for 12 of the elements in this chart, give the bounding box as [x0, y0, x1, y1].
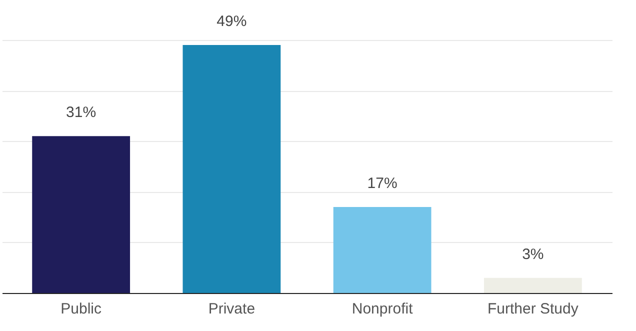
- x-tick-label: Public: [60, 300, 102, 318]
- data-label: 49%: [216, 13, 247, 30]
- bar: [484, 278, 582, 293]
- x-tick-label: Further Study: [487, 300, 579, 318]
- x-tick-label: Nonprofit: [352, 300, 414, 318]
- x-tick-label: Private: [208, 300, 256, 318]
- data-label: 31%: [66, 104, 96, 122]
- bar: [333, 206, 432, 293]
- bar: [182, 45, 281, 293]
- data-label: 17%: [367, 174, 398, 192]
- data-label: 3%: [522, 246, 544, 263]
- bar: [32, 136, 130, 293]
